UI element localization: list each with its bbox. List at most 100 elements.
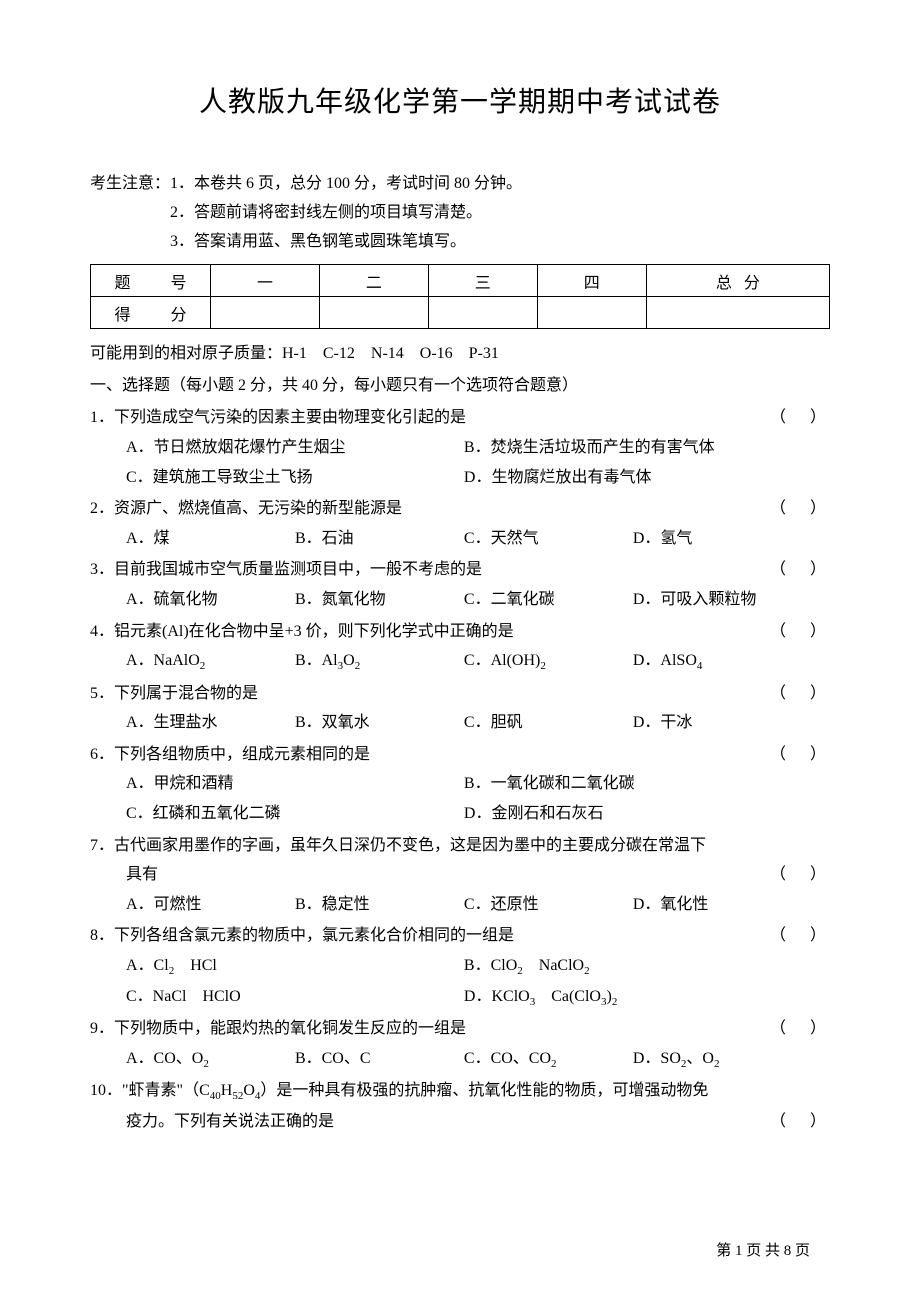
option-C: C．Al(OH)2	[464, 646, 633, 677]
answer-paren[interactable]: （ ）	[770, 1014, 830, 1044]
question-9: 9．下列物质中，能跟灼热的氧化铜发生反应的一组是（ ）A．CO、O2B．CO、C…	[90, 1014, 830, 1074]
option-B: B．ClO2 NaClO2	[464, 951, 802, 982]
answer-paren[interactable]: （ ）	[770, 403, 830, 433]
score-table: 题 号 一 二 三 四 总分 得 分	[90, 264, 830, 329]
option-C: C．建筑施工导致尘土飞扬	[126, 463, 464, 493]
score-col-3: 三	[428, 265, 537, 297]
option-B: B．氮氧化物	[295, 585, 464, 615]
option-A: A．NaAlO2	[126, 646, 295, 677]
score-col-2: 二	[319, 265, 428, 297]
option-D: D．可吸入颗粒物	[633, 585, 802, 615]
question-text: 6．下列各组物质中，组成元素相同的是	[90, 740, 770, 770]
option-D: D．金刚石和石灰石	[464, 799, 802, 829]
score-blank-2[interactable]	[319, 297, 428, 329]
answer-paren[interactable]: （ ）	[770, 494, 830, 524]
question-text: 9．下列物质中，能跟灼热的氧化铜发生反应的一组是	[90, 1014, 770, 1044]
answer-paren[interactable]: （ ）	[770, 679, 830, 709]
score-col-4: 四	[537, 265, 646, 297]
option-A: A．Cl2 HCl	[126, 951, 464, 982]
answer-paren[interactable]: （ ）	[770, 860, 830, 890]
question-7: 7．古代画家用墨作的字画，虽年久日深仍不变色，这是因为墨中的主要成分碳在常温下具…	[90, 831, 830, 920]
answer-paren[interactable]: （ ）	[770, 555, 830, 585]
score-blank-1[interactable]	[211, 297, 320, 329]
score-col-1: 一	[211, 265, 320, 297]
option-C: C．还原性	[464, 890, 633, 920]
option-B: B．稳定性	[295, 890, 464, 920]
option-D: D．生物腐烂放出有毒气体	[464, 463, 802, 493]
questions-container: 1．下列造成空气污染的因素主要由物理变化引起的是（ ）A．节日燃放烟花爆竹产生烟…	[90, 403, 830, 1136]
option-B: B．双氧水	[295, 708, 464, 738]
notice-label: 考生注意：	[90, 170, 170, 199]
option-A: A．硫氧化物	[126, 585, 295, 615]
option-D: D．氢气	[633, 524, 802, 554]
question-1: 1．下列造成空气污染的因素主要由物理变化引起的是（ ）A．节日燃放烟花爆竹产生烟…	[90, 403, 830, 492]
option-A: A．煤	[126, 524, 295, 554]
answer-paren[interactable]: （ ）	[770, 921, 830, 951]
notice-line-1: 1．本卷共 6 页，总分 100 分，考试时间 80 分钟。	[170, 170, 522, 199]
option-B: B．焚烧生活垃圾而产生的有害气体	[464, 433, 802, 463]
option-B: B．Al3O2	[295, 646, 464, 677]
option-A: A．甲烷和酒精	[126, 769, 464, 799]
options: A．煤B．石油C．天然气D．氢气	[90, 524, 830, 554]
option-C: C．胆矾	[464, 708, 633, 738]
option-A: A．CO、O2	[126, 1044, 295, 1075]
option-C: C．二氧化碳	[464, 585, 633, 615]
options: A．硫氧化物B．氮氧化物C．二氧化碳D．可吸入颗粒物	[90, 585, 830, 615]
options: A．可燃性B．稳定性C．还原性D．氧化性	[90, 890, 830, 920]
question-2: 2．资源广、燃烧值高、无污染的新型能源是（ ）A．煤B．石油C．天然气D．氢气	[90, 494, 830, 553]
question-6: 6．下列各组物质中，组成元素相同的是（ ）A．甲烷和酒精B．一氧化碳和二氧化碳C…	[90, 740, 830, 829]
question-text: 10．"虾青素"（C40H52O4）是一种具有极强的抗肿瘤、抗氧化性能的物质，可…	[90, 1076, 830, 1107]
atomic-mass-ref: 可能用到的相对原子质量：H-1 C-12 N-14 O-16 P-31	[90, 339, 830, 363]
option-D: D．KClO3 Ca(ClO3)2	[464, 982, 802, 1013]
question-text: 8．下列各组含氯元素的物质中，氯元素化合价相同的一组是	[90, 921, 770, 951]
options: A．生理盐水B．双氧水C．胆矾D．干冰	[90, 708, 830, 738]
question-8: 8．下列各组含氯元素的物质中，氯元素化合价相同的一组是（ ）A．Cl2 HClB…	[90, 921, 830, 1012]
score-col-total: 总分	[646, 265, 829, 297]
question-text: 3．目前我国城市空气质量监测项目中，一般不考虑的是	[90, 555, 770, 585]
option-A: A．节日燃放烟花爆竹产生烟尘	[126, 433, 464, 463]
answer-paren[interactable]: （ ）	[770, 1107, 830, 1137]
option-A: A．生理盐水	[126, 708, 295, 738]
option-B: B．一氧化碳和二氧化碳	[464, 769, 802, 799]
question-10: 10．"虾青素"（C40H52O4）是一种具有极强的抗肿瘤、抗氧化性能的物质，可…	[90, 1076, 830, 1136]
option-D: D．SO2、O2	[633, 1044, 802, 1075]
option-B: B．石油	[295, 524, 464, 554]
option-C: C．CO、CO2	[464, 1044, 633, 1075]
notice-line-2: 2．答题前请将密封线左侧的项目填写清楚。	[90, 199, 830, 228]
option-C: C．红磷和五氧化二磷	[126, 799, 464, 829]
score-blank-total[interactable]	[646, 297, 829, 329]
option-B: B．CO、C	[295, 1044, 464, 1075]
question-continuation: 疫力。下列有关说法正确的是	[126, 1107, 770, 1137]
score-row2-label: 得 分	[91, 297, 211, 329]
options: A．Cl2 HClB．ClO2 NaClO2C．NaCl HClOD．KClO3…	[90, 951, 830, 1012]
score-blank-4[interactable]	[537, 297, 646, 329]
exam-title: 人教版九年级化学第一学期期中考试试卷	[90, 80, 830, 120]
question-3: 3．目前我国城市空气质量监测项目中，一般不考虑的是（ ）A．硫氧化物B．氮氧化物…	[90, 555, 830, 614]
option-A: A．可燃性	[126, 890, 295, 920]
question-text: 2．资源广、燃烧值高、无污染的新型能源是	[90, 494, 770, 524]
options: A．节日燃放烟花爆竹产生烟尘B．焚烧生活垃圾而产生的有害气体C．建筑施工导致尘土…	[90, 433, 830, 492]
question-5: 5．下列属于混合物的是（ ）A．生理盐水B．双氧水C．胆矾D．干冰	[90, 679, 830, 738]
notice-line-3: 3．答案请用蓝、黑色钢笔或圆珠笔填写。	[90, 228, 830, 257]
score-blank-3[interactable]	[428, 297, 537, 329]
score-header-label: 题 号	[91, 265, 211, 297]
question-text: 1．下列造成空气污染的因素主要由物理变化引起的是	[90, 403, 770, 433]
options: A．CO、O2B．CO、CC．CO、CO2D．SO2、O2	[90, 1044, 830, 1075]
question-text: 7．古代画家用墨作的字画，虽年久日深仍不变色，这是因为墨中的主要成分碳在常温下	[90, 831, 830, 861]
exam-notice: 考生注意： 1．本卷共 6 页，总分 100 分，考试时间 80 分钟。 2．答…	[90, 170, 830, 256]
answer-paren[interactable]: （ ）	[770, 617, 830, 647]
question-4: 4．铝元素(Al)在化合物中呈+3 价，则下列化学式中正确的是（ ）A．NaAl…	[90, 617, 830, 677]
options: A．甲烷和酒精B．一氧化碳和二氧化碳C．红磷和五氧化二磷D．金刚石和石灰石	[90, 769, 830, 828]
option-D: D．氧化性	[633, 890, 802, 920]
question-text: 5．下列属于混合物的是	[90, 679, 770, 709]
options: A．NaAlO2B．Al3O2C．Al(OH)2D．AlSO4	[90, 646, 830, 677]
option-D: D．干冰	[633, 708, 802, 738]
page-footer: 第 1 页 共 8 页	[716, 1239, 810, 1260]
answer-paren[interactable]: （ ）	[770, 740, 830, 770]
section-1-title: 一、选择题（每小题 2 分，共 40 分，每小题只有一个选项符合题意）	[90, 371, 830, 395]
option-D: D．AlSO4	[633, 646, 802, 677]
question-continuation: 具有	[126, 860, 770, 890]
option-C: C．NaCl HClO	[126, 982, 464, 1013]
question-text: 4．铝元素(Al)在化合物中呈+3 价，则下列化学式中正确的是	[90, 617, 770, 647]
option-C: C．天然气	[464, 524, 633, 554]
